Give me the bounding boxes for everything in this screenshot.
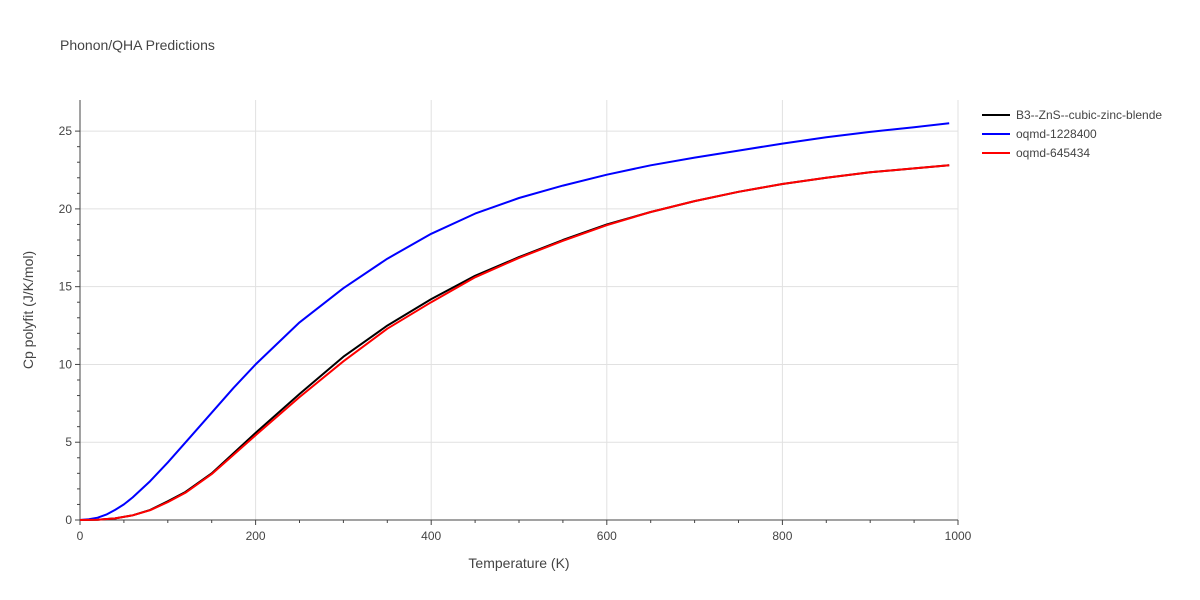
- legend-label: B3--ZnS--cubic-zinc-blende: [1016, 108, 1162, 122]
- series-line-3: [79, 164, 950, 521]
- series-line-2: [79, 122, 950, 521]
- y-tick-label: 25: [59, 124, 73, 138]
- x-tick-label: 600: [597, 529, 617, 543]
- series-line-1: [79, 164, 950, 521]
- x-axis-title: Temperature (K): [468, 555, 569, 571]
- x-tick-label: 400: [421, 529, 441, 543]
- legend: B3--ZnS--cubic-zinc-blende oqmd-1228400 oq…: [982, 108, 1162, 160]
- y-axis-title: Cp polyfit (J/K/mol): [20, 251, 36, 369]
- x-tick-label: 800: [772, 529, 792, 543]
- y-tick-label: 5: [65, 435, 72, 449]
- legend-label: oqmd-645434: [1016, 146, 1090, 160]
- axes: [75, 100, 959, 525]
- y-tick-label: 20: [59, 202, 73, 216]
- y-tick-label: 15: [59, 280, 73, 294]
- series-lines: [79, 122, 950, 521]
- y-tick-label: 10: [59, 357, 73, 371]
- x-tick-label: 200: [246, 529, 266, 543]
- y-tick-labels: 0 5 10 15 20 25: [59, 124, 73, 527]
- chart-title: Phonon/QHA Predictions: [60, 37, 215, 53]
- x-tick-labels: 0 200 400 600 800 1000: [77, 529, 972, 543]
- x-tick-label: 0: [77, 529, 84, 543]
- legend-label: oqmd-1228400: [1016, 127, 1097, 141]
- x-tick-label: 1000: [945, 529, 972, 543]
- grid: [80, 100, 959, 520]
- y-tick-label: 0: [65, 513, 72, 527]
